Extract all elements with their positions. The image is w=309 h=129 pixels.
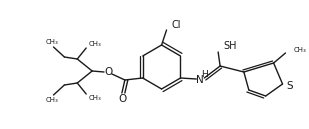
Text: S: S: [286, 81, 293, 91]
Text: CH₃: CH₃: [46, 97, 59, 103]
Text: CH₃: CH₃: [88, 95, 101, 101]
Text: H: H: [201, 70, 208, 79]
Text: SH: SH: [223, 41, 237, 51]
Text: O: O: [104, 67, 112, 77]
Text: O: O: [119, 94, 127, 104]
Text: Cl: Cl: [171, 20, 181, 30]
Text: N: N: [197, 75, 204, 85]
Text: CH₃: CH₃: [88, 41, 101, 47]
Text: CH₃: CH₃: [294, 47, 306, 53]
Text: CH₃: CH₃: [46, 39, 59, 45]
